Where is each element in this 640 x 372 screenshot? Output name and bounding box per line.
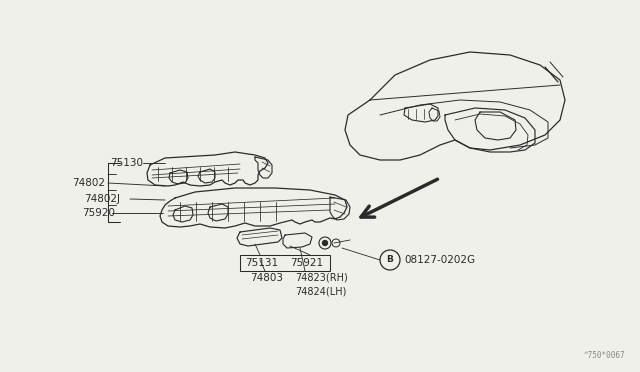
Polygon shape xyxy=(169,170,188,184)
Text: 75920: 75920 xyxy=(82,208,115,218)
Polygon shape xyxy=(255,157,272,178)
Polygon shape xyxy=(475,112,516,140)
Text: 74803: 74803 xyxy=(250,273,283,283)
Text: 74802J: 74802J xyxy=(84,194,120,204)
Polygon shape xyxy=(445,108,535,152)
Circle shape xyxy=(323,241,328,246)
Polygon shape xyxy=(404,104,438,122)
Text: 74823(RH): 74823(RH) xyxy=(295,273,348,283)
Polygon shape xyxy=(237,228,282,246)
Text: 75130: 75130 xyxy=(110,158,143,168)
Text: 75921: 75921 xyxy=(290,258,323,268)
Text: 74824(LH): 74824(LH) xyxy=(295,287,346,297)
Text: B: B xyxy=(387,256,394,264)
Polygon shape xyxy=(345,52,565,160)
Polygon shape xyxy=(208,204,228,221)
Polygon shape xyxy=(429,108,440,121)
Bar xyxy=(240,255,330,271)
Text: 08127-0202G: 08127-0202G xyxy=(404,255,475,265)
Polygon shape xyxy=(160,188,347,228)
Polygon shape xyxy=(198,169,215,183)
Polygon shape xyxy=(283,233,312,248)
Polygon shape xyxy=(147,152,268,186)
Polygon shape xyxy=(173,206,193,222)
Text: 75131: 75131 xyxy=(245,258,278,268)
Polygon shape xyxy=(330,197,350,220)
Text: ^750*0067: ^750*0067 xyxy=(584,351,625,360)
Text: 74802: 74802 xyxy=(72,178,105,188)
